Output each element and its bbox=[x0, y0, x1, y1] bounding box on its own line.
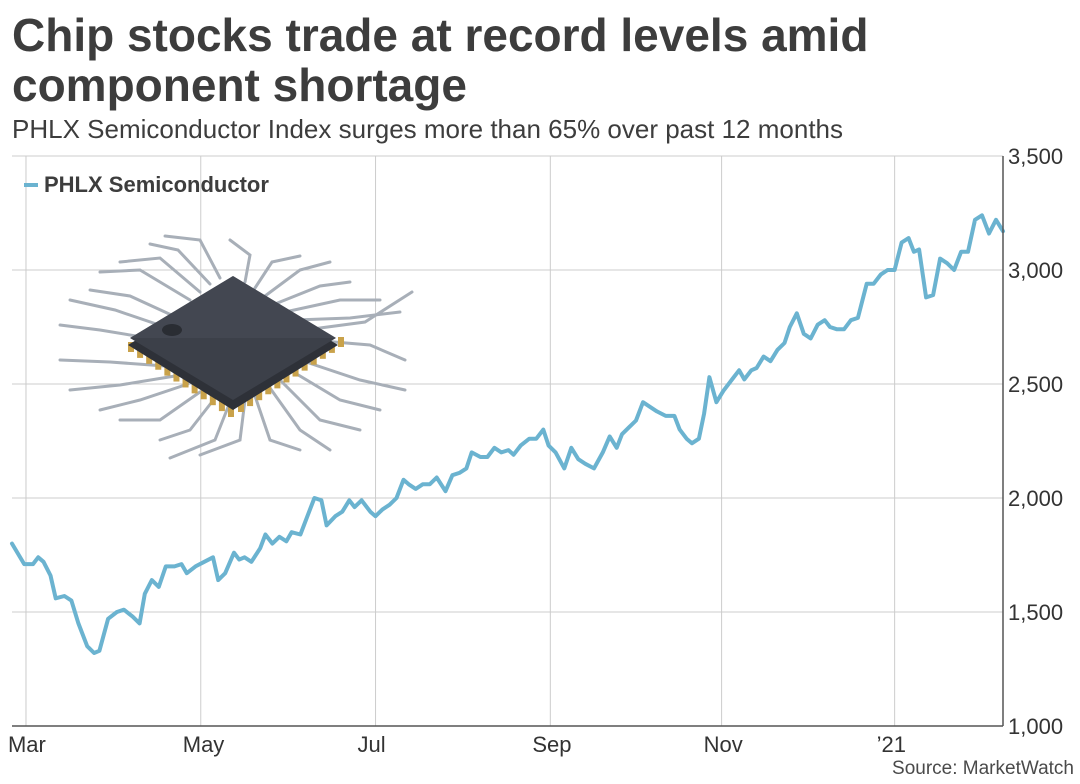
plot-area bbox=[10, 213, 1005, 655]
chip-pin bbox=[218, 401, 225, 412]
chip-pin bbox=[164, 365, 171, 376]
y-tick-label: 2,000 bbox=[1008, 486, 1063, 511]
circuit-trace bbox=[118, 256, 202, 294]
chip-pin bbox=[137, 347, 144, 358]
chip-pin bbox=[191, 383, 198, 394]
x-tick-label: Sep bbox=[532, 732, 571, 757]
chip-pin bbox=[292, 366, 299, 377]
circuit-trace bbox=[98, 382, 190, 412]
x-tick-label: May bbox=[183, 732, 225, 757]
chart-title: Chip stocks trade at record levels amid … bbox=[12, 9, 869, 111]
circuit-trace bbox=[118, 390, 202, 422]
circuit-trace bbox=[263, 260, 332, 298]
circuit-trace bbox=[68, 374, 177, 392]
chip-pin bbox=[182, 377, 189, 388]
circuit-trace bbox=[288, 368, 382, 412]
circuit-trace bbox=[278, 378, 362, 432]
chip-pin bbox=[146, 353, 153, 364]
chip-pin bbox=[274, 378, 281, 389]
chip-pin bbox=[209, 395, 216, 406]
legend-label: PHLX Semiconductor bbox=[44, 172, 269, 197]
chip-pin bbox=[338, 337, 344, 347]
circuit-trace bbox=[293, 310, 402, 322]
x-tick-label: Nov bbox=[704, 732, 743, 757]
circuit-trace bbox=[158, 396, 217, 442]
chip-highlight bbox=[130, 276, 336, 338]
y-tick-label: 1,000 bbox=[1008, 714, 1063, 739]
source-note: Source: MarketWatch bbox=[892, 758, 1074, 779]
circuit-trace bbox=[253, 394, 302, 452]
x-tick-label: Jul bbox=[358, 732, 386, 757]
circuit-trace bbox=[98, 268, 192, 302]
chip-pin bbox=[238, 402, 244, 412]
circuit-trace bbox=[273, 280, 352, 306]
chip-pin bbox=[228, 407, 234, 417]
chip-pin bbox=[283, 372, 290, 383]
chip-pin bbox=[128, 342, 134, 352]
circuit-trace bbox=[68, 298, 170, 330]
legend: PHLX Semiconductor bbox=[24, 172, 269, 197]
microchip-illustration bbox=[58, 234, 414, 460]
series-line bbox=[10, 213, 1005, 655]
y-tick-label: 3,000 bbox=[1008, 258, 1063, 283]
y-tick-label: 2,500 bbox=[1008, 372, 1063, 397]
x-tick-label: Mar bbox=[8, 732, 46, 757]
y-tick-label: 1,500 bbox=[1008, 600, 1063, 625]
circuit-trace bbox=[88, 288, 180, 320]
axes: 1,000 1,500 2,000 2,500 3,000 3,500 Mar May Jul S… bbox=[8, 144, 1063, 757]
circuit-trace bbox=[268, 386, 332, 452]
chip-pin bbox=[200, 389, 207, 400]
y-tick-label: 3,500 bbox=[1008, 144, 1063, 169]
chip-pin bbox=[173, 371, 180, 382]
chip-pin bbox=[256, 390, 263, 401]
circuit-trace bbox=[58, 358, 167, 368]
circuit-trace bbox=[148, 242, 212, 286]
circuit-trace bbox=[163, 234, 222, 280]
chip-pin bbox=[155, 359, 162, 370]
circuit-trace bbox=[303, 290, 414, 332]
circuit-trace bbox=[198, 398, 247, 457]
circuit-trace bbox=[283, 298, 382, 314]
circuit-trace bbox=[298, 358, 407, 392]
chip-pin bbox=[247, 396, 254, 407]
circuit-trace bbox=[253, 254, 302, 290]
circuit-trace bbox=[168, 400, 232, 460]
chip-pin bbox=[265, 384, 272, 395]
chip-dot bbox=[162, 324, 182, 336]
chart-subtitle: PHLX Semiconductor Index surges more tha… bbox=[12, 114, 843, 144]
x-tick-label: ’21 bbox=[877, 732, 906, 757]
circuit-trace bbox=[228, 238, 252, 284]
